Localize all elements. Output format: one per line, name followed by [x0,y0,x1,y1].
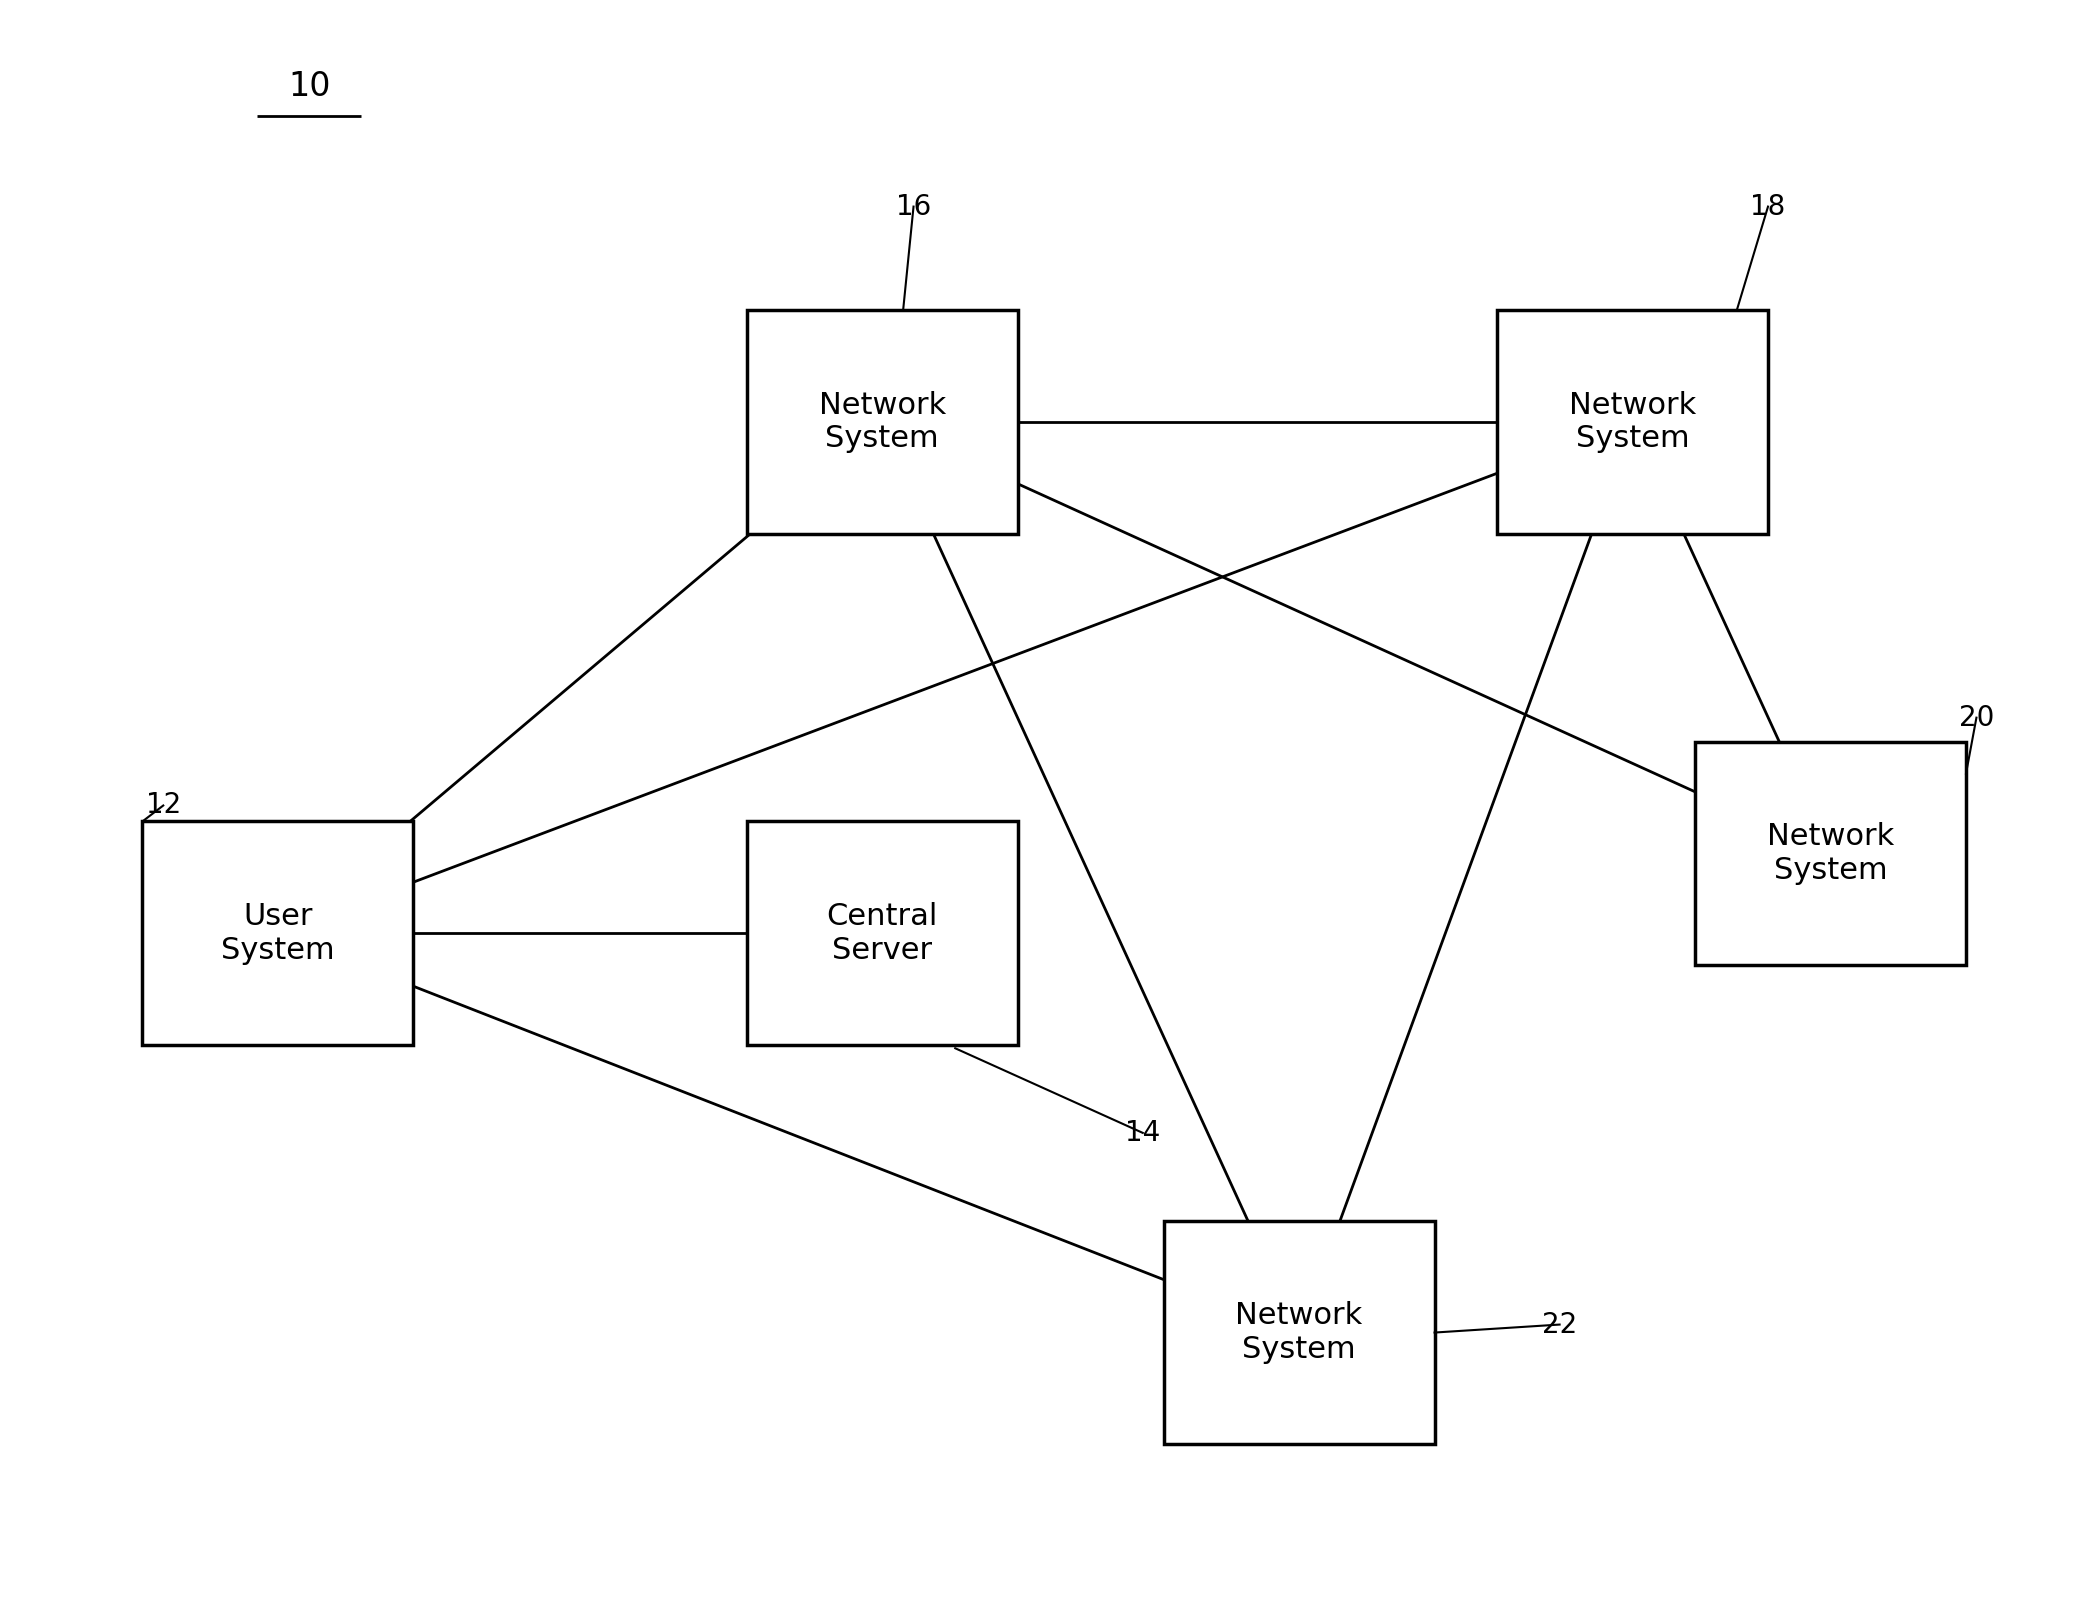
Text: Network
System: Network System [1767,822,1894,884]
Text: 12: 12 [145,791,180,820]
Text: 18: 18 [1750,193,1785,221]
FancyBboxPatch shape [1498,311,1769,533]
FancyBboxPatch shape [1164,1221,1435,1445]
Text: 14: 14 [1125,1120,1160,1147]
Text: 20: 20 [1960,704,1993,731]
Text: Network
System: Network System [1569,391,1695,453]
Text: User
System: User System [220,902,336,965]
Text: Central
Server: Central Server [827,902,938,965]
Text: 22: 22 [1542,1311,1578,1339]
FancyBboxPatch shape [747,311,1018,533]
FancyBboxPatch shape [747,822,1018,1046]
Text: 16: 16 [896,193,932,221]
Text: Network
System: Network System [818,391,946,453]
Text: 10: 10 [287,71,329,103]
Text: Network
System: Network System [1236,1302,1364,1365]
FancyBboxPatch shape [1695,741,1966,965]
FancyBboxPatch shape [143,822,413,1046]
